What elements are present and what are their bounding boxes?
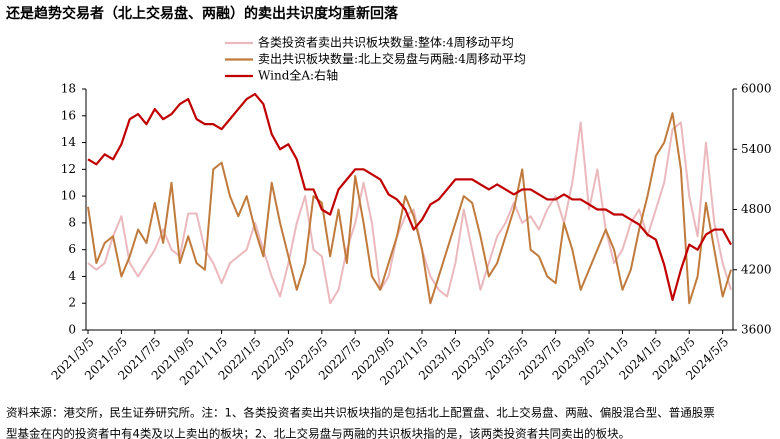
- y-tick-label: 4: [68, 269, 76, 283]
- y-tick-label: 18: [61, 82, 76, 96]
- y-tick-label: 12: [61, 162, 76, 176]
- series-line: [87, 112, 732, 305]
- legend-label: Wind全A:右轴: [258, 68, 338, 83]
- footnote: 型基金在内的投资者中有4类及以上卖出的板块；2、北上交易盘与两融的共识板块指的是…: [6, 427, 630, 439]
- y-tick-label: 8: [68, 215, 76, 229]
- y-tick-label: 0: [68, 323, 76, 337]
- series-line: [87, 92, 732, 301]
- footnote: 资料来源：港交所，民生证券研究所。注：1、各类投资者卖出共识板块指的是包括北上配…: [6, 406, 715, 420]
- chart-title: 还是趋势交易者（北上交易盘、两融）的卖出共识度均重新回落: [5, 5, 399, 22]
- y-tick-label: 2: [68, 296, 76, 310]
- y-tick-label: 10: [61, 189, 76, 203]
- y2-tick-label: 4800: [741, 202, 772, 216]
- y-tick-label: 16: [61, 108, 76, 122]
- legend-label: 卖出共识板块数量:北上交易盘与两融:4周移动平均: [258, 51, 526, 66]
- y-tick-label: 14: [61, 135, 77, 149]
- y2-tick-label: 3600: [741, 323, 772, 337]
- y2-tick-label: 6000: [741, 82, 772, 96]
- series-line: [87, 121, 732, 305]
- y2-tick-label: 4200: [741, 262, 772, 276]
- legend-label: 各类投资者卖出共识板块数量:整体:4周移动平均: [258, 35, 514, 50]
- y-tick-label: 6: [68, 242, 76, 256]
- y2-tick-label: 5400: [741, 142, 772, 156]
